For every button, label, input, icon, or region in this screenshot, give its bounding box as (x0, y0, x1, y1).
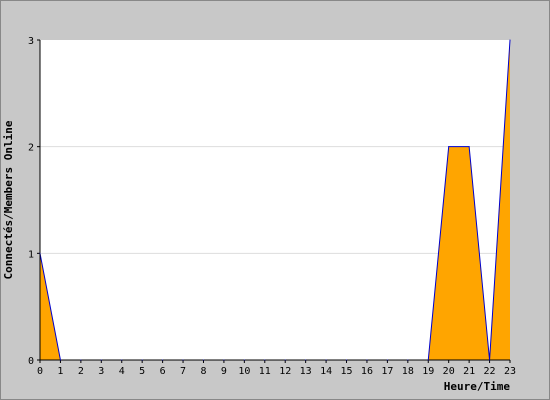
data-point-22 (489, 359, 491, 361)
data-point-19 (427, 359, 429, 361)
x-tick-label-12: 12 (279, 366, 291, 377)
data-point-0 (39, 252, 41, 254)
data-point-6 (162, 359, 164, 361)
y-axis-label: Connectés/Members Online (2, 120, 15, 279)
data-point-18 (407, 359, 409, 361)
data-point-7 (182, 359, 184, 361)
x-tick-label-4: 4 (119, 366, 125, 377)
x-tick-label-3: 3 (98, 366, 104, 377)
x-tick-label-11: 11 (259, 366, 271, 377)
data-point-8 (202, 359, 204, 361)
y-tick-label-3: 3 (28, 36, 34, 47)
x-tick-label-7: 7 (180, 366, 186, 377)
data-point-9 (223, 359, 225, 361)
x-tick-label-1: 1 (57, 366, 63, 377)
x-axis-label: Heure/Time (444, 380, 511, 393)
x-tick-labels: 0 1 2 3 4 5 6 7 8 9 10 11 12 13 14 15 16 17 18 19 20 21 22 23 (37, 366, 516, 377)
data-point-21 (468, 146, 470, 148)
x-tick-label-14: 14 (320, 366, 332, 377)
x-tick-label-21: 21 (463, 366, 475, 377)
y-tick-labels: 0 1 2 3 (28, 36, 34, 367)
x-tick-label-5: 5 (139, 366, 145, 377)
x-tick-label-13: 13 (300, 366, 312, 377)
data-point-13 (305, 359, 307, 361)
data-point-20 (448, 146, 450, 148)
x-tick-label-22: 22 (484, 366, 496, 377)
y-tick-label-2: 2 (28, 143, 34, 154)
x-tick-label-15: 15 (340, 366, 352, 377)
data-point-1 (59, 359, 61, 361)
x-tick-label-2: 2 (78, 366, 84, 377)
x-tick-label-20: 20 (443, 366, 455, 377)
x-tick-label-0: 0 (37, 366, 43, 377)
data-point-11 (264, 359, 266, 361)
x-tick-label-18: 18 (402, 366, 414, 377)
data-points (39, 39, 511, 361)
x-tick-label-6: 6 (160, 366, 166, 377)
grid-lines (40, 146, 510, 254)
x-tick-label-10: 10 (238, 366, 250, 377)
x-tick-label-23: 23 (504, 366, 516, 377)
data-point-4 (121, 359, 123, 361)
plot-area (40, 40, 510, 360)
data-point-2 (80, 359, 82, 361)
data-point-17 (386, 359, 388, 361)
x-tick-label-19: 19 (422, 366, 434, 377)
data-point-16 (366, 359, 368, 361)
x-tick-label-17: 17 (381, 366, 393, 377)
data-point-5 (141, 359, 143, 361)
data-point-23 (509, 39, 511, 41)
x-tick-label-9: 9 (221, 366, 227, 377)
area-fill (40, 40, 510, 360)
y-tick-label-1: 1 (28, 249, 34, 260)
x-tick-label-8: 8 (200, 366, 206, 377)
data-point-14 (325, 359, 327, 361)
data-point-12 (284, 359, 286, 361)
y-tick-label-0: 0 (28, 356, 34, 367)
data-point-10 (243, 359, 245, 361)
data-point-3 (100, 359, 102, 361)
x-tick-label-16: 16 (361, 366, 373, 377)
data-point-15 (346, 359, 348, 361)
